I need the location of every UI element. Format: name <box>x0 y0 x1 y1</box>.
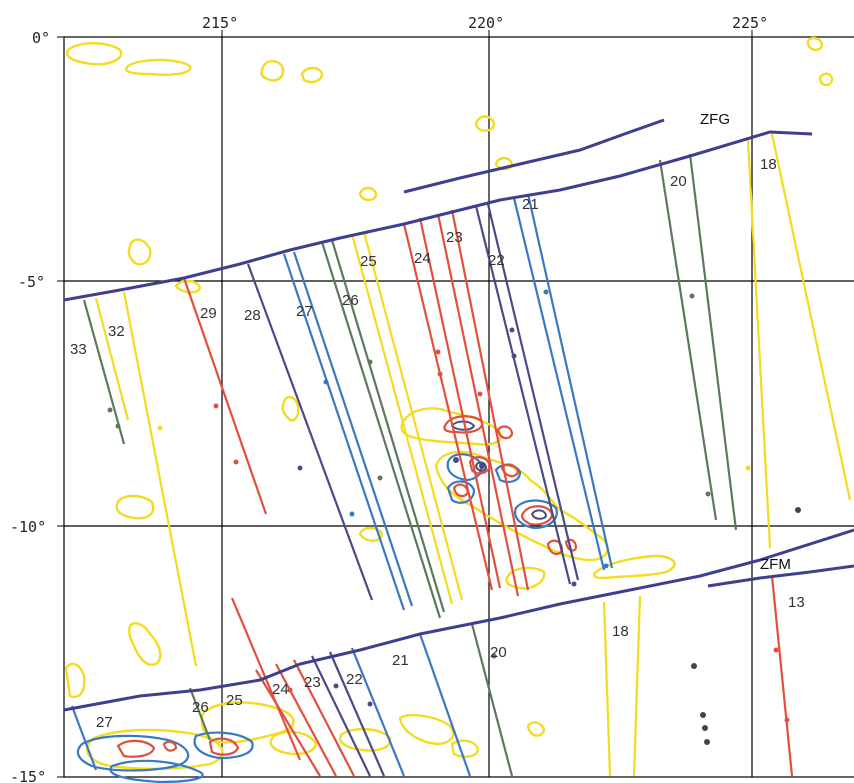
anomaly-line-s21 <box>350 647 406 777</box>
anomaly-label-s20: 20 <box>490 644 507 661</box>
anomaly-label-s23: 23 <box>304 674 321 691</box>
anomaly-line-21 <box>512 197 606 571</box>
anomaly-label-22: 22 <box>488 252 505 269</box>
map-border <box>63 36 854 778</box>
map-frame <box>63 36 854 778</box>
anomaly-label-23: 23 <box>446 229 463 246</box>
blue-contours <box>76 453 558 783</box>
lat-label-minus15: -15° <box>10 768 46 783</box>
anomaly-line-24 <box>402 223 494 591</box>
anomaly-label-s22: 22 <box>346 671 363 688</box>
lon-label-225: 225° <box>732 14 768 32</box>
anomaly-line-33 <box>82 299 126 445</box>
anomaly-line-s13 <box>770 575 794 777</box>
anomaly-label-29: 29 <box>200 305 217 322</box>
anomaly-label-24: 24 <box>414 250 431 267</box>
anomaly-line-26 <box>320 241 442 619</box>
anomaly-lines-south <box>70 575 794 777</box>
anomaly-line-s23 <box>293 659 355 777</box>
lon-label-215: 215° <box>202 14 238 32</box>
lon-label-220: 220° <box>468 14 504 32</box>
lat-label-minus10: -10° <box>10 518 46 536</box>
anomaly-line-s26 <box>188 687 212 741</box>
anomaly-label-26: 26 <box>342 292 359 309</box>
anomaly-label-33: 33 <box>70 341 87 358</box>
anomaly-line-s18 <box>602 601 612 777</box>
anomaly-line-22 <box>474 205 572 585</box>
anomaly-label-32: 32 <box>108 323 125 340</box>
anomaly-label-21: 21 <box>522 196 539 213</box>
anomaly-label-25: 25 <box>360 253 377 270</box>
anomaly-label-s21: 21 <box>392 652 409 669</box>
anomaly-label-18: 18 <box>760 156 777 173</box>
lat-label-minus5: -5° <box>18 273 45 291</box>
upper-ridge-boundary <box>63 130 813 302</box>
anomaly-label-28: 28 <box>244 307 261 324</box>
fracture-zone-label-zfm: ZFM <box>760 556 791 573</box>
anomaly-label-s18: 18 <box>612 623 629 640</box>
anomaly-label-20: 20 <box>670 173 687 190</box>
anomaly-label-27: 27 <box>296 303 313 320</box>
anomaly-lines-north <box>82 133 852 667</box>
fracture-zone-label-zfg: ZFG <box>700 111 730 128</box>
anomaly-label-s24: 24 <box>272 681 289 698</box>
anomaly-line-s22 <box>311 655 371 777</box>
red-contours <box>116 415 578 758</box>
zfm-line <box>707 564 854 588</box>
anomaly-line-32 <box>122 291 198 667</box>
dark-contour-cores <box>450 420 548 520</box>
anomaly-line-29 <box>182 277 268 515</box>
anomaly-line-s20 <box>470 623 514 777</box>
anomaly-line-20 <box>658 159 718 521</box>
data-point-dots <box>107 289 801 745</box>
anomaly-line-28 <box>246 263 374 601</box>
anomaly-label-s13: 13 <box>788 594 805 611</box>
anomaly-line-27 <box>282 253 406 611</box>
anomaly-label-s25: 25 <box>226 692 243 709</box>
yellow-contours <box>64 36 834 770</box>
fracture-zone-lines <box>63 118 854 712</box>
anomaly-label-s26: 26 <box>192 699 209 716</box>
anomaly-line-25 <box>350 233 454 605</box>
anomaly-line-23 <box>436 213 520 597</box>
lat-label-0: 0° <box>32 29 50 47</box>
anomaly-line-18 <box>746 139 772 549</box>
anomaly-line-s27 <box>70 705 98 771</box>
anomaly-line-s24 <box>275 663 337 777</box>
lower-ridge-boundary <box>63 528 854 712</box>
zfg-line <box>403 118 665 194</box>
tick-marks <box>57 30 753 778</box>
anomaly-label-s27: 27 <box>96 714 113 731</box>
